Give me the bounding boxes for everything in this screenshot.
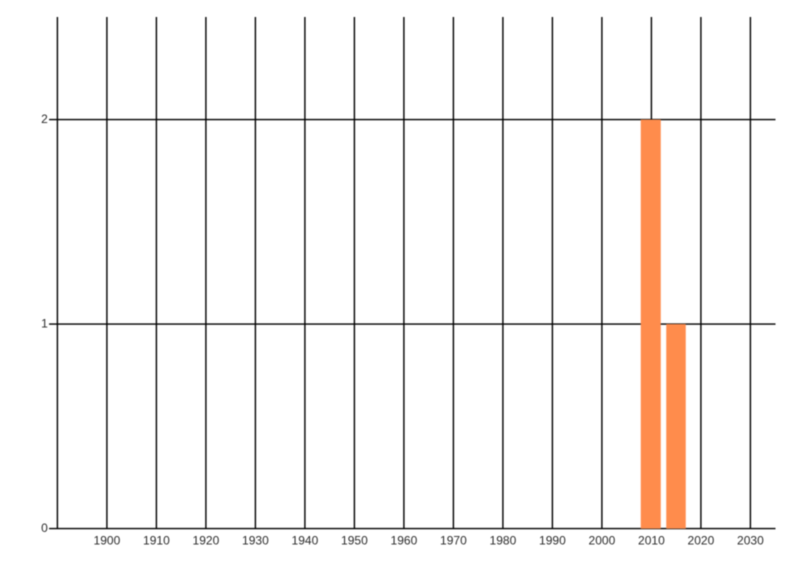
svg-text:2010: 2010 xyxy=(638,534,665,548)
svg-text:1970: 1970 xyxy=(440,534,467,548)
svg-text:1900: 1900 xyxy=(94,534,121,548)
svg-text:2030: 2030 xyxy=(737,534,764,548)
svg-text:1950: 1950 xyxy=(341,534,368,548)
svg-text:1980: 1980 xyxy=(490,534,517,548)
svg-text:2020: 2020 xyxy=(688,534,715,548)
svg-text:1940: 1940 xyxy=(292,534,319,548)
svg-text:1990: 1990 xyxy=(539,534,566,548)
svg-text:1920: 1920 xyxy=(193,534,220,548)
svg-text:2: 2 xyxy=(41,112,48,126)
svg-text:2000: 2000 xyxy=(589,534,616,548)
svg-text:1: 1 xyxy=(41,317,48,331)
svg-text:1930: 1930 xyxy=(242,534,269,548)
svg-text:1910: 1910 xyxy=(143,534,170,548)
svg-text:1960: 1960 xyxy=(391,534,418,548)
svg-text:0: 0 xyxy=(41,521,48,535)
